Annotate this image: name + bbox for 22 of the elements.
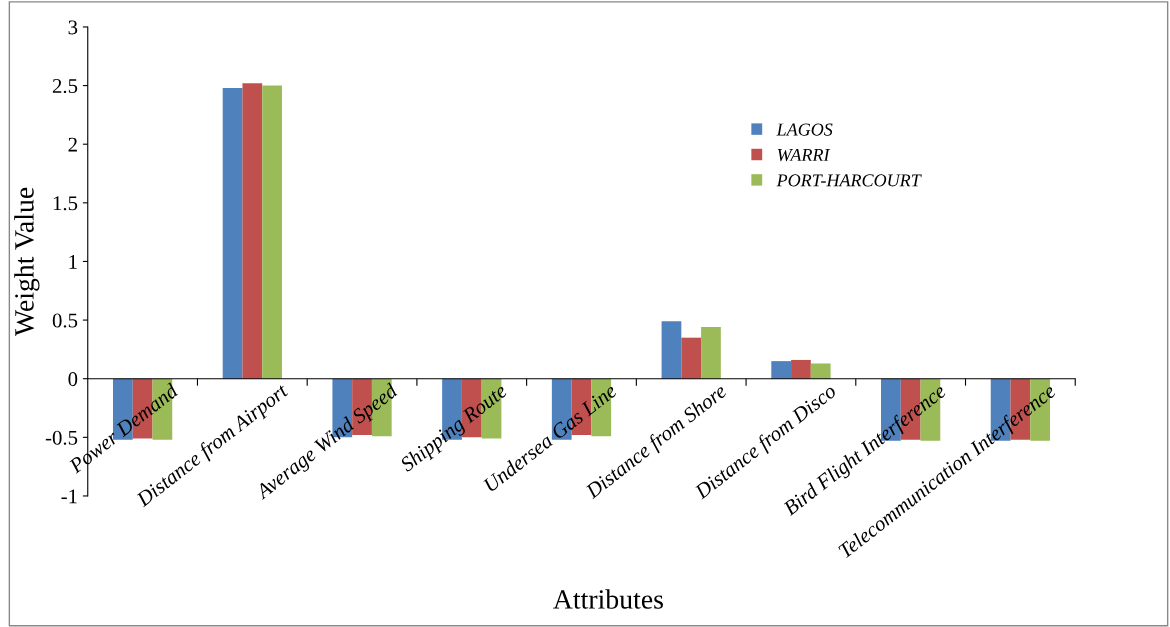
bar <box>681 337 702 379</box>
legend-label: LAGOS <box>776 123 833 136</box>
bar <box>701 327 721 379</box>
y-tick-label: 2 <box>68 137 77 152</box>
bar <box>810 363 831 379</box>
y-tick-label: 0 <box>68 372 78 387</box>
bar <box>661 321 682 379</box>
x-axis-title: Attributes <box>553 589 663 609</box>
y-tick-label: 1.5 <box>53 196 78 211</box>
legend-label: WARRI <box>777 148 831 162</box>
y-tick-label: 1 <box>69 254 77 269</box>
y-tick-label: 3 <box>68 20 78 35</box>
y-tick-label: 2.5 <box>52 79 78 94</box>
y-axis-title: Weight Value <box>14 187 40 337</box>
y-tick-label: -1 <box>61 489 77 504</box>
bar <box>791 359 811 379</box>
legend-label: PORT-HARCOURT <box>776 174 922 187</box>
bar <box>262 85 282 379</box>
y-tick-label: 0.5 <box>52 313 78 328</box>
bar <box>242 83 263 379</box>
bar <box>771 361 792 379</box>
bar <box>222 87 243 379</box>
